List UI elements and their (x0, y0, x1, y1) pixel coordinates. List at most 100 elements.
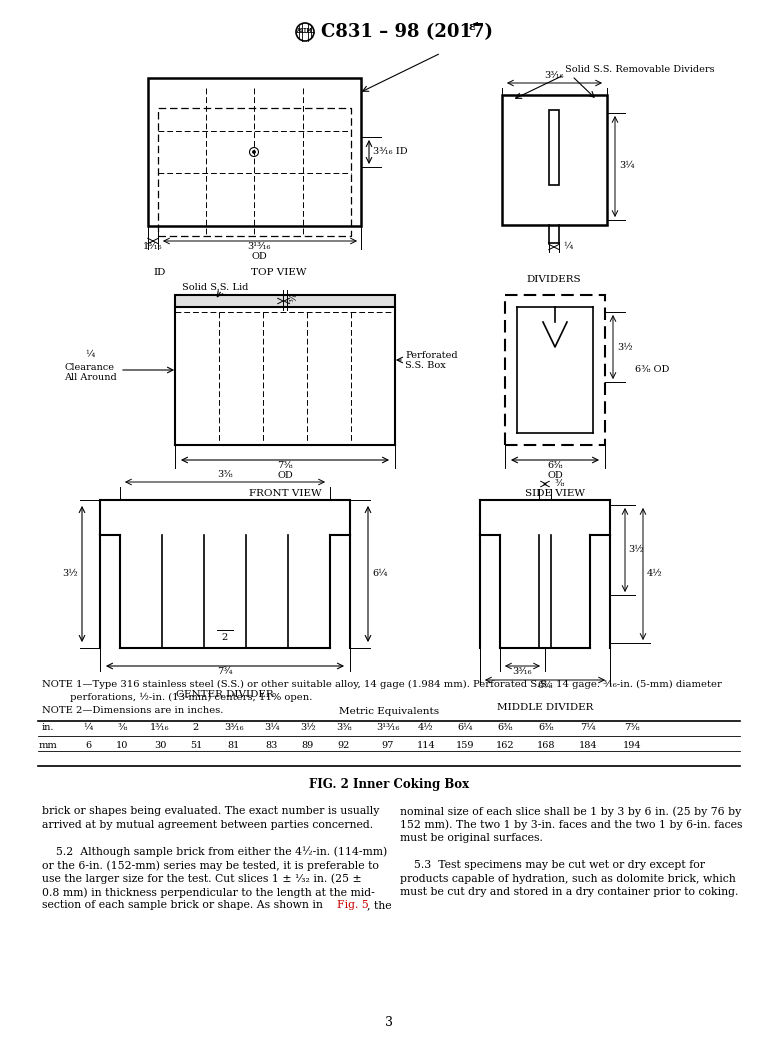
Text: 152 mm). The two 1 by 3-in. faces and the two 1 by 6-in. faces: 152 mm). The two 1 by 3-in. faces and th… (400, 819, 742, 830)
Text: NOTE 2—Dimensions are in inches.: NOTE 2—Dimensions are in inches. (42, 706, 223, 715)
Bar (158, 108, 351, 236)
Text: SIDE VIEW: SIDE VIEW (525, 489, 585, 498)
Text: 1³⁄₁₆: 1³⁄₁₆ (143, 242, 163, 251)
Text: 168: 168 (537, 741, 555, 751)
Text: 3¼: 3¼ (619, 161, 635, 171)
Text: S.S. Box: S.S. Box (405, 361, 446, 371)
Text: 3¼: 3¼ (265, 723, 280, 733)
Text: nominal size of each slice shall be 1 by 3 by 6 in. (25 by 76 by: nominal size of each slice shall be 1 by… (400, 806, 741, 816)
Text: 83: 83 (266, 741, 279, 751)
Text: 1³⁄₁₆: 1³⁄₁₆ (150, 723, 170, 733)
Text: use the larger size for the test. Cut slices 1 ± ¹⁄₃₂ in. (25 ±: use the larger size for the test. Cut sl… (42, 873, 362, 884)
Text: C831 – 98 (2017): C831 – 98 (2017) (321, 23, 493, 41)
Bar (549, 110, 559, 185)
Text: 6⅜: 6⅜ (538, 723, 554, 733)
Text: ¼: ¼ (86, 351, 95, 359)
Text: 4½: 4½ (419, 723, 434, 733)
Text: 4½: 4½ (647, 569, 663, 579)
Text: in.: in. (42, 723, 54, 733)
Text: 114: 114 (417, 741, 436, 751)
Text: Metric Equivalents: Metric Equivalents (339, 707, 439, 716)
Text: ε¹: ε¹ (469, 21, 481, 31)
Circle shape (253, 151, 255, 153)
Bar (148, 78, 361, 226)
Text: 6¼: 6¼ (457, 723, 473, 733)
Text: 3¹³⁄₁₆: 3¹³⁄₁₆ (247, 242, 271, 251)
Text: 51: 51 (190, 741, 202, 751)
Text: 7¾: 7¾ (217, 667, 233, 676)
Text: , the: , the (367, 900, 391, 911)
Text: OD: OD (251, 252, 267, 261)
Text: 92: 92 (338, 741, 350, 751)
Text: 81: 81 (228, 741, 240, 751)
Text: 3³⁄₁₆: 3³⁄₁₆ (512, 667, 532, 676)
Text: FIG. 2 Inner Coking Box: FIG. 2 Inner Coking Box (309, 778, 469, 791)
Text: 3³⁄₁₆: 3³⁄₁₆ (544, 71, 564, 80)
Text: FRONT VIEW: FRONT VIEW (249, 489, 321, 498)
Bar (502, 95, 607, 225)
Text: must be original surfaces.: must be original surfaces. (400, 833, 543, 843)
Text: Clearance: Clearance (65, 362, 115, 372)
Text: or the 6-in. (152-mm) series may be tested, it is preferable to: or the 6-in. (152-mm) series may be test… (42, 860, 379, 870)
Text: 3⅜: 3⅜ (336, 723, 352, 733)
Text: 3³⁄₁₆: 3³⁄₁₆ (224, 723, 244, 733)
Text: 5.2  Although sample brick from either the 4½-in. (114-mm): 5.2 Although sample brick from either th… (42, 846, 387, 858)
Text: 3½: 3½ (62, 569, 78, 579)
Text: 6¼: 6¼ (372, 569, 387, 579)
Text: 6: 6 (85, 741, 91, 751)
Text: 3³⁄₁₆ ID: 3³⁄₁₆ ID (373, 148, 408, 156)
Text: Solid S.S. Removable Dividers: Solid S.S. Removable Dividers (565, 66, 715, 75)
Text: 3½: 3½ (300, 723, 316, 733)
Text: ID: ID (154, 268, 166, 277)
Text: DIVIDERS: DIVIDERS (527, 275, 581, 284)
Text: 184: 184 (579, 741, 598, 751)
Text: ASTM: ASTM (297, 28, 313, 33)
Text: 6⅜: 6⅜ (538, 681, 552, 690)
Text: 159: 159 (456, 741, 475, 751)
Bar (505, 295, 605, 445)
Text: 162: 162 (496, 741, 514, 751)
Text: MIDDLE DIVIDER: MIDDLE DIVIDER (497, 703, 593, 712)
Text: 3¹³⁄₁₆: 3¹³⁄₁₆ (377, 723, 400, 733)
Text: 3⅜: 3⅜ (217, 469, 233, 479)
Text: 0.8 mm) in thickness perpendicular to the length at the mid-: 0.8 mm) in thickness perpendicular to th… (42, 887, 375, 897)
Text: NOTE 1—Type 316 stainless steel (S.S.) or other suitable alloy, 14 gage (1.984 m: NOTE 1—Type 316 stainless steel (S.S.) o… (42, 680, 722, 689)
Text: 194: 194 (622, 741, 641, 751)
Text: 6⅜: 6⅜ (547, 461, 562, 469)
Text: 5.3  Test specimens may be cut wet or dry except for: 5.3 Test specimens may be cut wet or dry… (400, 860, 705, 870)
Text: Fig. 5: Fig. 5 (337, 900, 369, 911)
Text: 6⅜: 6⅜ (497, 723, 513, 733)
Text: Perforated: Perforated (405, 351, 457, 359)
Text: 2: 2 (222, 634, 228, 642)
Text: perforations, ½-in. (13-mm) centers, 11% open.: perforations, ½-in. (13-mm) centers, 11%… (42, 693, 313, 703)
Text: OD: OD (277, 471, 293, 480)
Text: brick or shapes being evaluated. The exact number is usually: brick or shapes being evaluated. The exa… (42, 806, 380, 816)
Text: ⅜: ⅜ (555, 480, 564, 488)
Text: 7⅜: 7⅜ (277, 461, 293, 469)
Text: TOP VIEW: TOP VIEW (251, 268, 307, 277)
Text: mm: mm (39, 741, 58, 751)
Text: 3½: 3½ (628, 545, 643, 555)
Text: ¼: ¼ (563, 243, 573, 252)
Text: 30: 30 (154, 741, 166, 751)
Text: 97: 97 (382, 741, 394, 751)
Text: products capable of hydration, such as dolomite brick, which: products capable of hydration, such as d… (400, 873, 736, 884)
Text: section of each sample brick or shape. As shown in: section of each sample brick or shape. A… (42, 900, 327, 911)
Text: must be cut dry and stored in a dry container prior to coking.: must be cut dry and stored in a dry cont… (400, 887, 738, 897)
Text: ¼: ¼ (83, 723, 93, 733)
Text: 89: 89 (302, 741, 314, 751)
Text: 3: 3 (385, 1016, 393, 1029)
Text: 7¼: 7¼ (580, 723, 596, 733)
Text: 10: 10 (116, 741, 128, 751)
Text: 3½: 3½ (617, 342, 633, 352)
Text: All Around: All Around (64, 374, 117, 382)
Text: Solid S.S. Lid: Solid S.S. Lid (182, 282, 248, 291)
Text: 2: 2 (193, 723, 199, 733)
Bar (175, 295, 395, 307)
Text: arrived at by mutual agreement between parties concerned.: arrived at by mutual agreement between p… (42, 819, 373, 830)
Text: CENTER DIVIDER: CENTER DIVIDER (176, 690, 274, 699)
Text: ⅜: ⅜ (290, 293, 299, 302)
Text: OD: OD (547, 471, 562, 480)
Text: 7⅜: 7⅜ (624, 723, 640, 733)
Text: ⅜: ⅜ (117, 723, 127, 733)
